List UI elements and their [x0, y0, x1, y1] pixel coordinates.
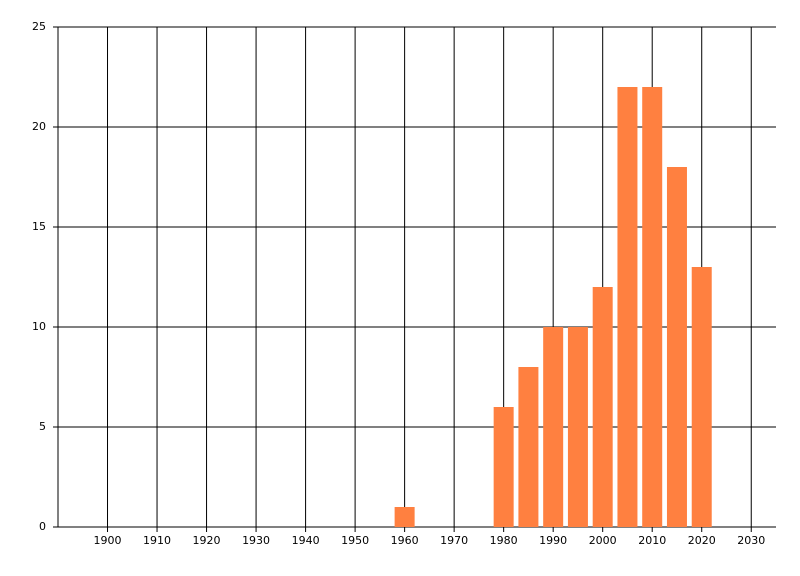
bar: [592, 287, 613, 527]
x-tick-label: 2020: [688, 534, 716, 547]
y-tick-label: 5: [39, 420, 46, 433]
bar: [691, 267, 712, 527]
x-tick-label: 1970: [440, 534, 468, 547]
bar: [567, 327, 588, 527]
x-tick-label: 1930: [242, 534, 270, 547]
x-tick-label: 1960: [391, 534, 419, 547]
x-tick-label: 2000: [589, 534, 617, 547]
y-tick-label: 20: [32, 120, 46, 133]
y-tick-label: 25: [32, 20, 46, 33]
bar: [394, 507, 415, 527]
bar: [666, 167, 687, 527]
bar: [493, 407, 514, 527]
x-tick-label: 2030: [737, 534, 765, 547]
y-tick-label: 10: [32, 320, 46, 333]
x-tick-label: 1910: [143, 534, 171, 547]
x-tick-label: 1980: [490, 534, 518, 547]
bar: [518, 367, 539, 527]
x-tick-label: 1940: [292, 534, 320, 547]
x-tick-label: 1900: [94, 534, 122, 547]
bar: [543, 327, 564, 527]
x-tick-label: 1990: [539, 534, 567, 547]
x-tick-label: 1920: [193, 534, 221, 547]
bar: [642, 87, 663, 527]
y-tick-label: 15: [32, 220, 46, 233]
y-tick-label: 0: [39, 520, 46, 533]
x-tick-label: 2010: [638, 534, 666, 547]
x-tick-label: 1950: [341, 534, 369, 547]
bar: [617, 87, 638, 527]
